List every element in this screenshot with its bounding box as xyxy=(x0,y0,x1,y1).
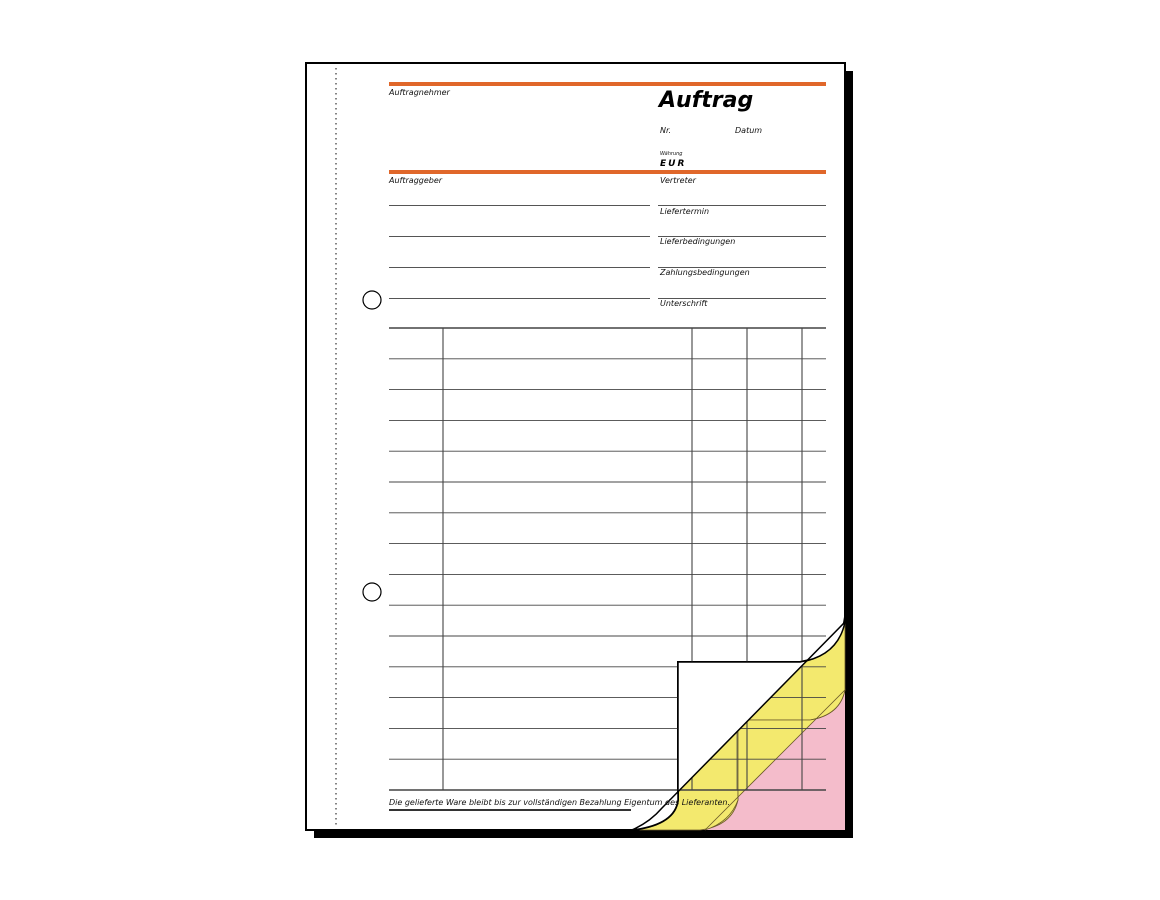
footer-note: Die gelieferte Ware bleibt bis zur volls… xyxy=(389,798,730,807)
white-curled-flap xyxy=(631,619,847,831)
client-line xyxy=(389,298,650,299)
currency-label: Währung xyxy=(660,151,683,157)
field-delivery-date: Liefertermin xyxy=(660,207,710,216)
contractor-label: Auftragnehmer xyxy=(389,88,450,97)
number-label: Nr. xyxy=(660,126,672,135)
form-title: Auftrag xyxy=(659,88,754,113)
client-line xyxy=(389,205,650,206)
punch-hole xyxy=(362,582,382,602)
footer-rule xyxy=(389,809,631,811)
header-rule-bottom xyxy=(389,170,826,174)
field-payment-terms: Zahlungsbedingungen xyxy=(660,268,750,277)
header-rule-top xyxy=(389,82,826,86)
punch-hole xyxy=(362,290,382,310)
field-delivery-terms: Lieferbedingungen xyxy=(660,237,736,246)
client-line xyxy=(389,267,650,268)
field-line xyxy=(658,236,826,237)
field-representative: Vertreter xyxy=(660,176,696,185)
field-line xyxy=(658,267,826,268)
date-label: Datum xyxy=(735,126,763,135)
field-line xyxy=(658,298,826,299)
field-line xyxy=(658,205,826,206)
field-signature: Unterschrift xyxy=(660,299,708,308)
client-label: Auftraggeber xyxy=(389,176,443,185)
currency-value: EUR xyxy=(660,159,687,169)
client-line xyxy=(389,236,650,237)
